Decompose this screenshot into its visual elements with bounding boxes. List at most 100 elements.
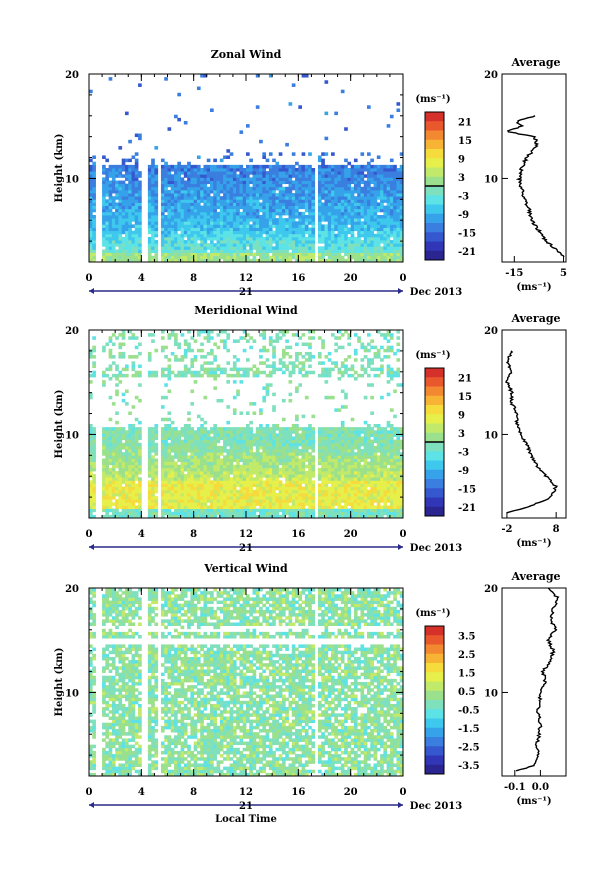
- heatmap-cell: [200, 461, 204, 466]
- heatmap-cell: [121, 221, 126, 225]
- heatmap-cell: [232, 227, 237, 232]
- heatmap-cell: [177, 168, 181, 172]
- heatmap-cell: [180, 439, 185, 444]
- heatmap-cell: [285, 243, 289, 247]
- heatmap-cell: [124, 202, 129, 206]
- heatmap-cell: [321, 168, 325, 172]
- heatmap-cell: [344, 236, 348, 241]
- heatmap-cell: [357, 233, 361, 238]
- heatmap-cell: [370, 258, 374, 263]
- heatmap-cell: [223, 164, 227, 169]
- heatmap-cell: [363, 258, 368, 263]
- heatmap-cell: [187, 348, 191, 353]
- heatmap-cell: [102, 243, 106, 247]
- heatmap-cell: [357, 164, 361, 169]
- heatmap-cell: [304, 74, 309, 78]
- heatmap-cell: [344, 243, 348, 247]
- heatmap-cell: [249, 240, 253, 244]
- heatmap-cell: [180, 358, 185, 362]
- heatmap-cell: [111, 252, 116, 257]
- heatmap-cell: [147, 215, 152, 219]
- heatmap-cell: [363, 211, 368, 216]
- heatmap-cell: [196, 164, 201, 169]
- heatmap-cell: [105, 240, 110, 244]
- heatmap-cell: [255, 486, 260, 491]
- heatmap-cell: [219, 452, 224, 456]
- heatmap-cell: [210, 199, 214, 203]
- heatmap-cell: [203, 499, 208, 503]
- heatmap-cell: [147, 164, 152, 169]
- heatmap-cell: [203, 208, 208, 213]
- heatmap-cell: [272, 405, 276, 409]
- heatmap-cell: [115, 221, 119, 225]
- heatmap-cell: [295, 414, 299, 419]
- heatmap-cell: [246, 208, 250, 213]
- heatmap-cell: [147, 202, 152, 206]
- heatmap-cell: [200, 492, 204, 497]
- heatmap-cell: [118, 252, 123, 257]
- heatmap-cell: [183, 467, 188, 472]
- heatmap-cell: [170, 433, 175, 437]
- heatmap-cell: [334, 240, 338, 244]
- heatmap-cell: [193, 464, 198, 469]
- heatmap-cell: [291, 508, 296, 513]
- heatmap-cell: [259, 208, 263, 213]
- heatmap-cell: [183, 221, 188, 225]
- heatmap-cell: [229, 202, 234, 206]
- heatmap-cell: [180, 502, 185, 506]
- heatmap-cell: [131, 211, 136, 216]
- heatmap-cell: [213, 196, 217, 200]
- heatmap-cell: [236, 243, 240, 247]
- heatmap-cell: [131, 164, 136, 169]
- heatmap-cell: [226, 514, 231, 519]
- heatmap-cell: [340, 164, 345, 169]
- heatmap-cell: [111, 246, 116, 250]
- heatmap-cell: [383, 199, 388, 203]
- heatmap-cell: [164, 174, 168, 178]
- heatmap-cell: [291, 164, 296, 169]
- heatmap-cell: [311, 186, 316, 191]
- heatmap-cell: [134, 230, 139, 235]
- heatmap-cell: [138, 373, 142, 378]
- heatmap-cell: [249, 177, 253, 181]
- heatmap-cell: [229, 499, 234, 503]
- heatmap-cell: [249, 218, 253, 222]
- heatmap-cell: [232, 205, 237, 210]
- heatmap-cell: [213, 502, 217, 506]
- heatmap-cell: [216, 430, 221, 434]
- heatmap-cell: [102, 445, 106, 450]
- heatmap-cell: [246, 171, 250, 175]
- heatmap-cell: [288, 236, 293, 241]
- heatmap-cell: [92, 215, 96, 219]
- heatmap-cell: [138, 430, 142, 434]
- heatmap-cell: [373, 174, 378, 178]
- heatmap-cell: [200, 330, 204, 334]
- heatmap-cell: [380, 215, 384, 219]
- heatmap-cell: [268, 74, 273, 78]
- heatmap-cell: [183, 218, 188, 222]
- heatmap-cell: [138, 171, 142, 175]
- heatmap-cell: [216, 364, 221, 368]
- heatmap-cell: [265, 439, 270, 444]
- heatmap-cell: [229, 464, 234, 469]
- heatmap-cell: [288, 511, 293, 516]
- heatmap-cell: [187, 370, 191, 375]
- heatmap-cell: [360, 152, 365, 156]
- heatmap-cell: [304, 186, 309, 191]
- heatmap-cell: [259, 230, 263, 235]
- heatmap-cell: [180, 452, 185, 456]
- heatmap-cell: [223, 249, 227, 253]
- heatmap-cell: [196, 249, 201, 253]
- heatmap-cell: [239, 211, 244, 216]
- heatmap-cell: [213, 505, 217, 509]
- heatmap-cell: [389, 243, 394, 247]
- heatmap-cell: [190, 227, 195, 232]
- heatmap-cell: [389, 180, 394, 185]
- heatmap-cell: [92, 439, 96, 444]
- heatmap-cell: [196, 236, 201, 241]
- heatmap-cell: [259, 411, 263, 415]
- heatmap-cell: [291, 483, 296, 488]
- heatmap-cell: [288, 464, 293, 469]
- heatmap-cell: [229, 461, 234, 466]
- heatmap-cell: [183, 171, 188, 175]
